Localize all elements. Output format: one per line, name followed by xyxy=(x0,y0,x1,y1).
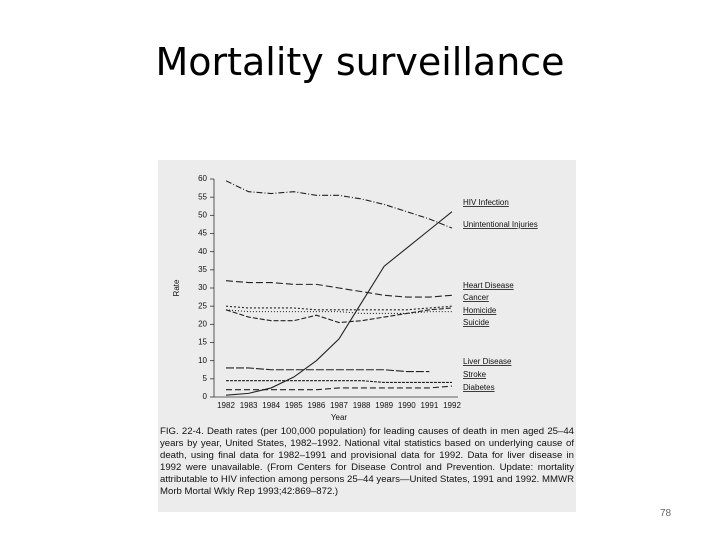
x-tick-label: 1982 xyxy=(217,401,235,410)
caption: FIG. 22-4. Death rates (per 100,000 popu… xyxy=(160,426,574,497)
x-tick-label: 1984 xyxy=(262,401,280,410)
x-tick-label: 1985 xyxy=(285,401,303,410)
y-axis-label: Rate xyxy=(172,279,181,296)
y-tick-label: 5 xyxy=(203,374,208,383)
x-tick-label: 1983 xyxy=(240,401,258,410)
x-axis-label: Year xyxy=(331,413,348,422)
series-line xyxy=(225,280,453,298)
y-tick-label: 0 xyxy=(203,392,208,401)
series-label: Suicide xyxy=(463,318,490,327)
series-label: Heart Disease xyxy=(463,281,514,290)
series-label: Unintentional Injuries xyxy=(463,220,538,229)
series-label: Cancer xyxy=(463,293,489,302)
x-tick-label: 1991 xyxy=(421,401,439,410)
y-tick-label: 15 xyxy=(198,338,207,347)
x-tick-label: 1987 xyxy=(330,401,348,410)
series-label: Diabetes xyxy=(463,383,495,392)
series-label: HIV Infection xyxy=(463,198,509,207)
series-label: Liver Disease xyxy=(463,357,512,366)
chart-scan xyxy=(158,160,576,512)
series-line xyxy=(225,180,453,229)
x-tick-label: 1988 xyxy=(353,401,371,410)
page-number: 78 xyxy=(660,508,672,519)
y-tick-label: 60 xyxy=(198,174,207,183)
series-line xyxy=(226,380,452,384)
y-tick-label: 35 xyxy=(198,265,207,274)
x-tick-label: 1990 xyxy=(398,401,416,410)
series-line xyxy=(226,367,430,373)
series-line xyxy=(225,307,453,324)
slide-title: Mortality surveillance xyxy=(155,40,565,84)
y-tick-label: 55 xyxy=(198,192,207,201)
series-line xyxy=(225,211,453,396)
y-tick-label: 10 xyxy=(198,356,207,365)
series-label: Homicide xyxy=(463,306,497,315)
y-tick-label: 25 xyxy=(198,301,207,310)
series-line xyxy=(226,385,453,391)
x-tick-label: 1989 xyxy=(375,401,393,410)
y-tick-label: 50 xyxy=(198,210,207,219)
y-tick-label: 45 xyxy=(198,229,207,238)
y-tick-label: 30 xyxy=(198,283,207,292)
y-tick-label: 40 xyxy=(198,247,207,256)
y-tick-label: 20 xyxy=(198,319,207,328)
series-label: Stroke xyxy=(463,370,487,379)
series-line xyxy=(225,305,453,311)
x-tick-label: 1986 xyxy=(308,401,326,410)
x-tick-label: 1992 xyxy=(443,401,461,410)
